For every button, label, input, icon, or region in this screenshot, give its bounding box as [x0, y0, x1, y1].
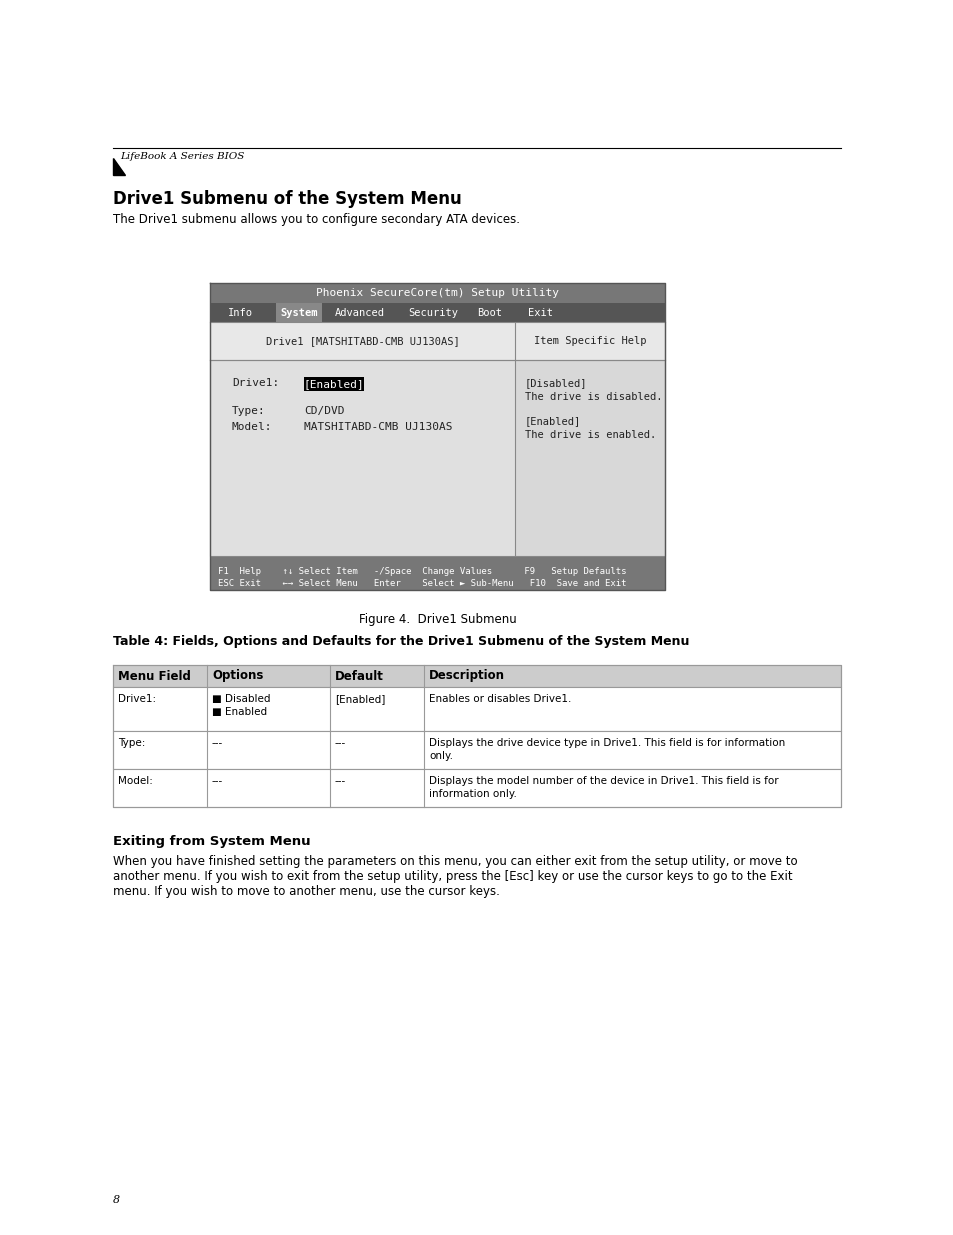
Text: only.: only.	[429, 751, 453, 761]
Text: ---: ---	[212, 776, 223, 785]
FancyBboxPatch shape	[210, 322, 664, 359]
FancyBboxPatch shape	[112, 731, 841, 769]
Text: Drive1:: Drive1:	[118, 694, 156, 704]
Text: MATSHITABD-CMB UJ130AS: MATSHITABD-CMB UJ130AS	[304, 422, 452, 432]
Text: The Drive1 submenu allows you to configure secondary ATA devices.: The Drive1 submenu allows you to configu…	[112, 212, 519, 226]
FancyBboxPatch shape	[112, 664, 841, 687]
Text: Description: Description	[429, 669, 504, 683]
FancyBboxPatch shape	[275, 303, 322, 322]
FancyBboxPatch shape	[210, 556, 664, 590]
Text: Security: Security	[408, 308, 457, 317]
Text: Type:: Type:	[232, 406, 266, 416]
Text: [Disabled]: [Disabled]	[524, 378, 587, 388]
Text: Type:: Type:	[118, 739, 145, 748]
Text: information only.: information only.	[429, 789, 517, 799]
Text: Phoenix SecureCore(tm) Setup Utility: Phoenix SecureCore(tm) Setup Utility	[315, 288, 558, 298]
FancyBboxPatch shape	[304, 377, 364, 391]
Text: ■ Disabled: ■ Disabled	[212, 694, 271, 704]
Text: Model:: Model:	[118, 776, 152, 785]
FancyBboxPatch shape	[112, 769, 841, 806]
Text: ---: ---	[335, 776, 346, 785]
FancyBboxPatch shape	[112, 687, 841, 731]
Text: Exiting from System Menu: Exiting from System Menu	[112, 835, 311, 848]
Text: [Enabled]: [Enabled]	[303, 379, 364, 389]
Text: LifeBook A Series BIOS: LifeBook A Series BIOS	[120, 152, 244, 161]
Text: Drive1:: Drive1:	[232, 378, 279, 388]
Text: System: System	[280, 308, 317, 317]
Text: Table 4: Fields, Options and Defaults for the Drive1 Submenu of the System Menu: Table 4: Fields, Options and Defaults fo…	[112, 635, 689, 648]
Text: another menu. If you wish to exit from the setup utility, press the [Esc] key or: another menu. If you wish to exit from t…	[112, 869, 792, 883]
Text: Exit: Exit	[527, 308, 553, 317]
FancyBboxPatch shape	[210, 359, 664, 556]
Text: CD/DVD: CD/DVD	[304, 406, 344, 416]
Polygon shape	[112, 158, 125, 175]
Text: Model:: Model:	[232, 422, 273, 432]
Text: ESC Exit    ←→ Select Menu   Enter    Select ► Sub-Menu   F10  Save and Exit: ESC Exit ←→ Select Menu Enter Select ► S…	[218, 579, 626, 588]
Text: Menu Field: Menu Field	[118, 669, 191, 683]
Text: ---: ---	[212, 739, 223, 748]
Text: Drive1 [MATSHITABD-CMB UJ130AS]: Drive1 [MATSHITABD-CMB UJ130AS]	[265, 336, 459, 346]
Text: [Enabled]: [Enabled]	[524, 416, 580, 426]
Text: The drive is enabled.: The drive is enabled.	[524, 430, 656, 440]
Text: Enables or disables Drive1.: Enables or disables Drive1.	[429, 694, 571, 704]
Text: 8: 8	[112, 1195, 120, 1205]
Text: Options: Options	[212, 669, 263, 683]
Text: The drive is disabled.: The drive is disabled.	[524, 391, 661, 403]
Text: F1  Help    ↑↓ Select Item   -/Space  Change Values      F9   Setup Defaults: F1 Help ↑↓ Select Item -/Space Change Va…	[218, 567, 626, 576]
Text: Boot: Boot	[476, 308, 501, 317]
Text: Figure 4.  Drive1 Submenu: Figure 4. Drive1 Submenu	[358, 613, 516, 626]
FancyBboxPatch shape	[210, 283, 664, 303]
FancyBboxPatch shape	[515, 359, 664, 556]
Text: ■ Enabled: ■ Enabled	[212, 706, 267, 718]
Text: Item Specific Help: Item Specific Help	[533, 336, 645, 346]
Text: [Enabled]: [Enabled]	[335, 694, 385, 704]
Text: Drive1 Submenu of the System Menu: Drive1 Submenu of the System Menu	[112, 190, 461, 207]
FancyBboxPatch shape	[210, 303, 664, 322]
Text: When you have finished setting the parameters on this menu, you can either exit : When you have finished setting the param…	[112, 855, 797, 868]
Text: Displays the model number of the device in Drive1. This field is for: Displays the model number of the device …	[429, 776, 778, 785]
Text: menu. If you wish to move to another menu, use the cursor keys.: menu. If you wish to move to another men…	[112, 885, 499, 898]
Text: Displays the drive device type in Drive1. This field is for information: Displays the drive device type in Drive1…	[429, 739, 784, 748]
Text: ---: ---	[335, 739, 346, 748]
Text: Info: Info	[228, 308, 253, 317]
Text: Default: Default	[335, 669, 383, 683]
Text: Advanced: Advanced	[335, 308, 385, 317]
